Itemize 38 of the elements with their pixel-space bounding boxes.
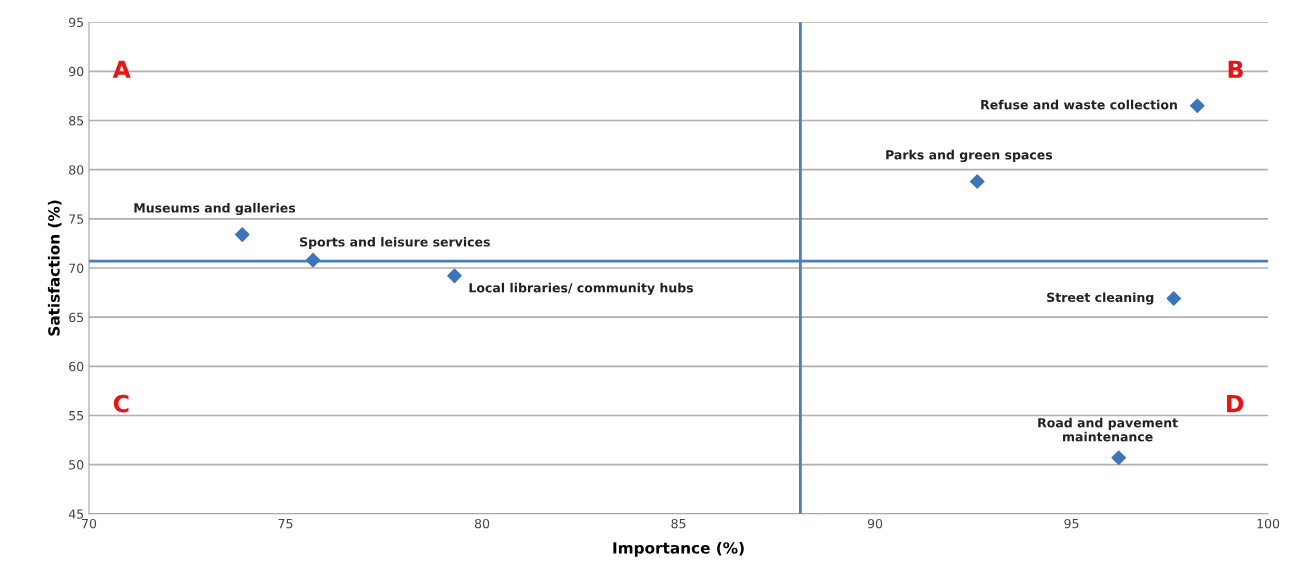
y-tick-label: 65 bbox=[69, 312, 84, 323]
y-tick-label: 55 bbox=[69, 411, 84, 421]
point bbox=[1111, 450, 1127, 466]
annotation: Street cleaning bbox=[1047, 292, 1154, 305]
x-tick-label: 80 bbox=[474, 518, 490, 529]
y-tick-label: 60 bbox=[69, 361, 84, 372]
y-tick-label: 75 bbox=[69, 214, 84, 224]
annotation: Road and pavement maintenance bbox=[1038, 417, 1178, 442]
annotation: C bbox=[113, 394, 129, 413]
annotation: Refuse and waste collection bbox=[981, 99, 1177, 110]
x-tick-label: 70 bbox=[82, 518, 97, 529]
y-tick-label: 70 bbox=[69, 263, 84, 273]
annotation: A bbox=[112, 60, 131, 78]
y-tick-label: 45 bbox=[68, 509, 84, 519]
y-tick-label: 80 bbox=[69, 165, 84, 175]
y-tick-label: 50 bbox=[69, 460, 84, 470]
x-tick-label: 75 bbox=[278, 519, 293, 529]
y-tick-label: 90 bbox=[69, 66, 84, 77]
y-axis-title: Satisfaction (%) bbox=[47, 200, 62, 336]
annotation: B bbox=[1228, 60, 1243, 78]
x-axis-title: Importance (%) bbox=[613, 541, 744, 557]
point bbox=[1190, 98, 1205, 114]
y-tick-label: 85 bbox=[69, 115, 84, 126]
annotation: Local libraries/ community hubs bbox=[469, 282, 694, 295]
x-tick-label: 85 bbox=[671, 518, 686, 529]
point bbox=[447, 268, 462, 284]
annotation: Museums and galleries bbox=[134, 202, 296, 216]
x-tick-label: 100 bbox=[1257, 518, 1280, 529]
annotation: D bbox=[1227, 394, 1244, 413]
point bbox=[969, 174, 985, 189]
y-tick-label: 95 bbox=[69, 17, 84, 28]
point bbox=[1166, 291, 1182, 306]
annotation: Sports and leisure services bbox=[300, 236, 490, 250]
point bbox=[235, 227, 250, 242]
x-tick-label: 95 bbox=[1064, 518, 1079, 529]
point bbox=[305, 252, 321, 268]
x-tick-label: 90 bbox=[867, 518, 883, 529]
annotation: Parks and green spaces bbox=[886, 149, 1053, 163]
